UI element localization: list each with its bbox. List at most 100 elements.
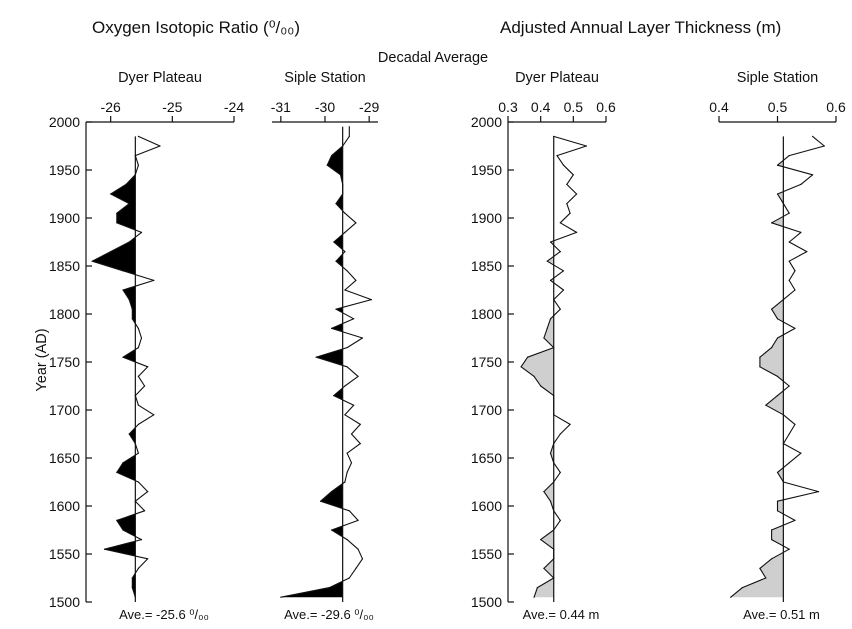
data-point: [335, 260, 337, 262]
panel-title: Siple Station: [737, 70, 818, 86]
data-point: [546, 260, 548, 262]
data-point: [765, 404, 767, 406]
data-point: [137, 327, 139, 329]
data-point: [344, 385, 346, 387]
data-point: [527, 356, 529, 358]
decadal-average-label: Decadal Average: [378, 50, 488, 66]
panel-title: Dyer Plateau: [118, 70, 202, 86]
data-point: [128, 203, 130, 205]
panel-4: Siple Station 0.4 0.5 0.6 Ave.= 0.51 m: [709, 70, 846, 622]
y-tick-label: 1750: [471, 354, 502, 370]
x-tick-label: 0.3: [498, 99, 518, 115]
data-point: [553, 510, 555, 512]
negative-anomaly-fill: [280, 146, 343, 598]
data-point: [536, 587, 539, 589]
right-header: Adjusted Annual Layer Thickness (m): [500, 18, 781, 37]
data-point: [566, 203, 568, 205]
data-point: [140, 337, 143, 339]
data-point: [140, 231, 143, 233]
data-point: [331, 327, 333, 329]
data-point: [280, 596, 282, 598]
data-point: [110, 193, 112, 195]
data-point: [546, 327, 548, 329]
data-point: [153, 279, 155, 281]
data-point: [137, 567, 139, 570]
data-point: [137, 452, 139, 454]
data-point: [817, 491, 820, 493]
x-tick-label: 0.5: [564, 99, 584, 115]
data-point: [153, 414, 155, 416]
data-point: [346, 539, 348, 541]
data-point: [800, 231, 802, 233]
y-tick-label: 1550: [49, 546, 80, 562]
data-point: [788, 260, 790, 262]
y-tick-label: 1750: [49, 354, 80, 370]
data-point: [370, 299, 372, 301]
data-point: [559, 433, 561, 435]
data-point: [520, 366, 522, 368]
y-tick-label: 1900: [49, 210, 80, 226]
data-point: [788, 155, 790, 157]
panels-group: Dyer Plateau -26 -25 -24 2000 1950 1900 1850 180…: [49, 70, 846, 622]
data-point: [361, 558, 364, 560]
data-point: [346, 347, 348, 349]
data-point: [771, 539, 773, 541]
data-point: [788, 385, 790, 387]
data-point: [569, 212, 571, 214]
y-tick-label: 1550: [471, 546, 502, 562]
y-tick-label: 1650: [49, 450, 80, 466]
y-tick-label: 2000: [471, 114, 502, 130]
y-axis-title: Year (AD): [34, 328, 50, 391]
data-point: [549, 500, 552, 502]
data-point: [350, 433, 353, 435]
data-point: [585, 145, 588, 147]
data-point: [326, 164, 328, 166]
data-point: [357, 548, 359, 550]
data-point: [559, 308, 561, 310]
data-point: [348, 135, 350, 137]
data-point: [353, 404, 355, 406]
data-point: [357, 375, 359, 377]
data-point: [331, 491, 333, 493]
data-point: [134, 174, 136, 176]
y-tick-label: 1950: [471, 162, 502, 178]
data-point: [140, 539, 143, 541]
x-tick-label: 0.5: [768, 99, 788, 115]
y-tick-label: 1950: [49, 162, 80, 178]
data-point: [131, 577, 133, 579]
data-point: [144, 510, 146, 512]
data-point: [549, 318, 552, 320]
y-tick-label: 1800: [49, 306, 80, 322]
data-point: [553, 529, 555, 531]
data-point: [342, 193, 344, 195]
data-point: [776, 193, 779, 195]
x-tick-label: -26: [101, 99, 121, 115]
data-point: [559, 471, 561, 473]
data-point: [771, 347, 773, 349]
x-tick-label: -30: [315, 99, 335, 115]
data-point: [116, 471, 118, 473]
y-tick-label: 1600: [49, 498, 80, 514]
y-tick-label: 2000: [49, 114, 80, 130]
data-point: [776, 471, 779, 473]
data-point: [137, 481, 139, 483]
y-tick-label: 1600: [471, 498, 502, 514]
data-point: [562, 164, 565, 166]
average-label: Ave.= -29.6 ⁰/₀₀: [284, 607, 374, 622]
data-point: [576, 193, 578, 195]
data-point: [103, 548, 106, 550]
data-point: [357, 519, 359, 522]
data-point: [134, 395, 136, 397]
y-tick-label: 1500: [49, 594, 80, 610]
data-point: [741, 587, 744, 589]
x-tick-label: 0.6: [596, 99, 616, 115]
y-tick-label: 1700: [471, 402, 502, 418]
data-point: [128, 433, 130, 435]
data-point: [110, 251, 112, 253]
data-point: [765, 577, 767, 579]
data-point: [788, 279, 790, 281]
data-point: [344, 289, 346, 291]
data-point: [549, 279, 552, 281]
